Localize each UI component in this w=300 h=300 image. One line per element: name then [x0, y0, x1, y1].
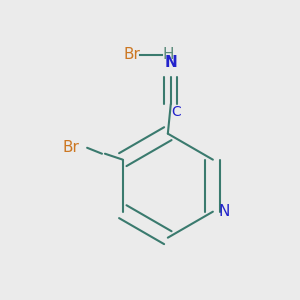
Text: Br: Br: [124, 47, 141, 62]
Text: N: N: [164, 55, 177, 70]
Text: Br: Br: [63, 140, 80, 155]
Text: N: N: [218, 204, 230, 219]
Text: H: H: [162, 47, 174, 62]
Text: C: C: [171, 105, 181, 119]
